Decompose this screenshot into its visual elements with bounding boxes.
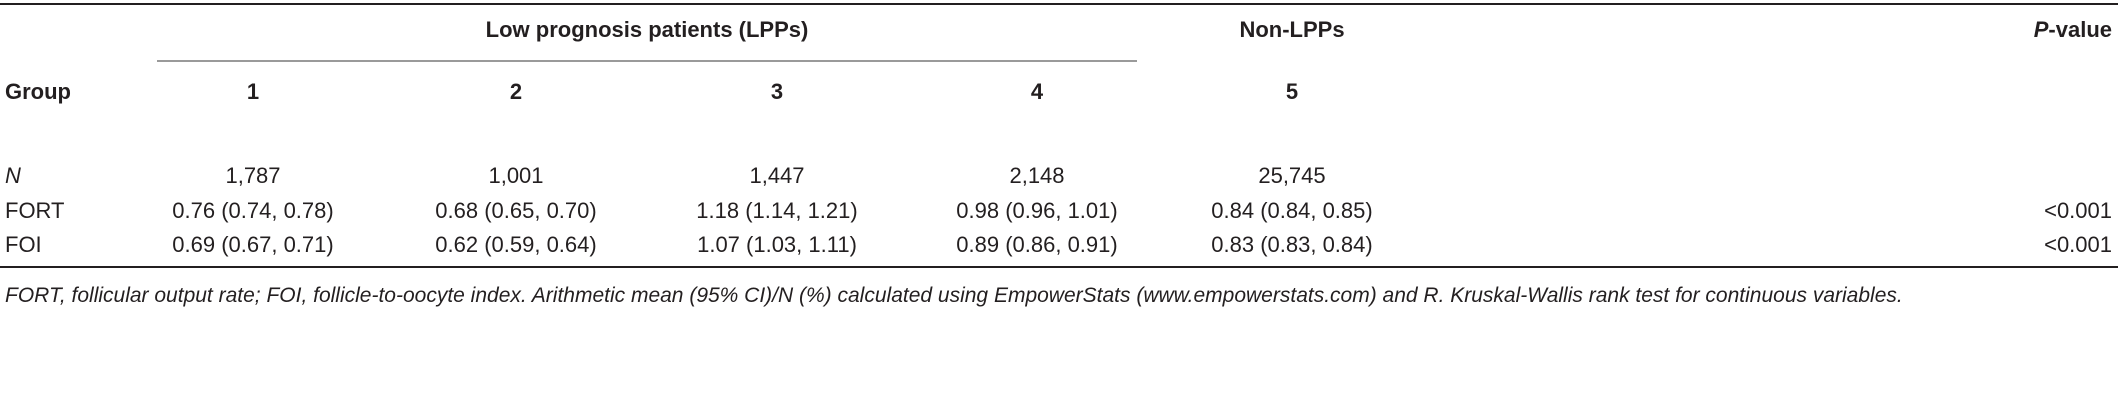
table-cell: 0.98 (0.96, 1.01) xyxy=(956,198,1118,223)
pvalue-header: P-value xyxy=(2033,17,2112,42)
table-cell: 0.62 (0.59, 0.64) xyxy=(435,232,597,257)
row-label-n: N xyxy=(5,163,21,188)
table-cell: 0.83 (0.83, 0.84) xyxy=(1211,232,1373,257)
non-lpp-header: Non-LPPs xyxy=(1239,17,1345,42)
lpp-spanning-header: Low prognosis patients (LPPs) xyxy=(485,17,809,42)
lpp-span-underline xyxy=(157,60,1137,62)
group-number-3: 3 xyxy=(770,79,784,104)
table-cell: 0.69 (0.67, 0.71) xyxy=(172,232,334,257)
pvalue-cell: <0.001 xyxy=(2044,232,2112,257)
table-cell: 1,787 xyxy=(225,163,281,188)
group-number-1: 1 xyxy=(246,79,260,104)
group-number-5: 5 xyxy=(1285,79,1299,104)
table-cell: 0.89 (0.86, 0.91) xyxy=(956,232,1118,257)
table-bottom-rule xyxy=(0,266,2118,268)
table-cell: 1.07 (1.03, 1.11) xyxy=(697,232,857,257)
table-cell: 1.18 (1.14, 1.21) xyxy=(696,198,858,223)
group-number-4: 4 xyxy=(1030,79,1044,104)
table-cell: 0.84 (0.84, 0.85) xyxy=(1211,198,1373,223)
table-cell: 1,001 xyxy=(488,163,544,188)
table-cell: 25,745 xyxy=(1258,163,1326,188)
table-cell: 2,148 xyxy=(1009,163,1065,188)
table-cell: 0.68 (0.65, 0.70) xyxy=(435,198,597,223)
table-footnote: FORT, follicular output rate; FOI, folli… xyxy=(5,284,1903,307)
row-label-fort: FORT xyxy=(5,198,65,223)
table-top-rule xyxy=(0,3,2118,5)
group-number-2: 2 xyxy=(509,79,523,104)
table-cell: 1,447 xyxy=(749,163,805,188)
table-cell: 0.76 (0.74, 0.78) xyxy=(172,198,334,223)
group-header: Group xyxy=(5,79,71,104)
row-label-foi: FOI xyxy=(5,232,42,257)
pvalue-cell: <0.001 xyxy=(2044,198,2112,223)
